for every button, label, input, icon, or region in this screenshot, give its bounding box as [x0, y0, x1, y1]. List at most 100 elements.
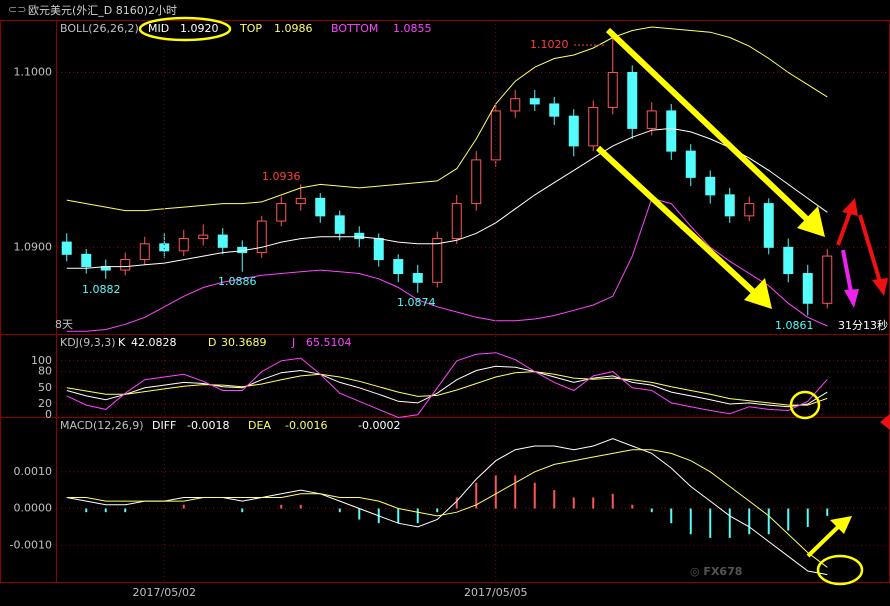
arrow-head	[880, 414, 890, 430]
y-tick-label: 50	[38, 381, 52, 394]
candle-body	[763, 203, 774, 248]
arrow-shaft	[595, 145, 760, 298]
annotation: 31分13秒	[838, 318, 888, 332]
y-tick-label: 0.0000	[14, 502, 53, 515]
candle-body	[139, 243, 150, 261]
highlight-ellipse	[138, 16, 232, 42]
candle-body	[451, 203, 462, 240]
legend-value: 1.0920	[180, 22, 219, 35]
candle-body	[295, 197, 306, 205]
annotation: 1.0882	[82, 283, 121, 296]
arrow-head	[872, 278, 888, 296]
x-tick-label: 2017/05/02	[133, 586, 196, 599]
y-tick-label: 0	[45, 408, 52, 421]
plot: 1.0900 1.1000 2017/05/02 2017/05/05 1.1020 1.…	[10, 20, 890, 599]
boll-header: BOLL(26,26,2) MID 1.0920 TOP 1.0986 BOTT…	[60, 22, 432, 35]
legend-value: -0.0002	[358, 419, 400, 432]
y-tick-label: 0.0010	[14, 465, 53, 478]
legend-value: 42.0828	[131, 336, 177, 349]
legend-value: 65.5104	[306, 336, 352, 349]
y-tick-label: -0.0010	[10, 538, 52, 551]
legend-name: J	[291, 336, 295, 349]
arrow-head	[844, 289, 859, 308]
candle-body	[217, 234, 228, 248]
candle-body	[159, 243, 170, 252]
candle-body	[549, 103, 560, 117]
candle-body	[198, 234, 209, 240]
candle-body	[802, 273, 813, 304]
markup-overlay	[138, 16, 890, 586]
candle-body	[471, 159, 482, 205]
series-line	[66, 127, 828, 269]
candle-body	[607, 71, 618, 108]
candle-body	[373, 238, 384, 261]
series-line	[66, 371, 828, 406]
arrow-shaft	[806, 525, 840, 558]
watermark: ◎ FX678	[690, 565, 742, 578]
arrow-shaft	[841, 249, 853, 293]
series-line	[66, 449, 828, 568]
arrow-head	[842, 198, 858, 216]
y-tick-label: 20	[38, 397, 52, 410]
arrow-head	[797, 206, 825, 237]
candle-body	[627, 71, 638, 129]
y-tick-label: 80	[38, 365, 52, 378]
arrow-shaft	[836, 211, 852, 246]
candle-body	[354, 232, 365, 240]
indicator-label: BOLL(26,26,2)	[60, 22, 139, 35]
candle-body	[529, 98, 540, 105]
legend-name: DEA	[248, 419, 271, 432]
series-line	[66, 365, 828, 408]
highlight-ellipse	[789, 390, 821, 420]
series-line	[66, 197, 828, 332]
title-icon: ⊂⊃	[8, 3, 26, 16]
arrow-shaft	[605, 27, 813, 225]
candle-body	[588, 106, 599, 147]
annotation: 1.1020	[530, 38, 569, 51]
macd-header: MACD(12,26,9) DIFF -0.0018 DEA -0.0016 -…	[60, 419, 400, 432]
candle-body	[705, 176, 716, 196]
annotation: 8天	[55, 318, 73, 331]
legend-name: BOTTOM	[331, 22, 378, 35]
annotation: 1.0936	[262, 170, 301, 183]
arrow-shaft	[858, 214, 882, 283]
candle-body	[724, 194, 735, 217]
candle-body	[783, 246, 794, 275]
legend-name: TOP	[239, 22, 262, 35]
candle-body	[393, 259, 404, 275]
indicator-label: KDJ(9,3,3)	[60, 336, 116, 349]
legend-value: 1.0986	[274, 22, 313, 35]
legend-name: D	[208, 336, 216, 349]
candle-body	[178, 238, 189, 252]
candle-body	[120, 259, 131, 271]
legend-value: 1.0855	[393, 22, 432, 35]
highlight-ellipse	[816, 554, 864, 586]
candle-body	[432, 238, 443, 283]
series-line	[66, 352, 828, 419]
arrow-head	[830, 516, 852, 534]
y-tick-label: 1.1000	[14, 65, 53, 78]
legend-name: DIFF	[152, 419, 176, 432]
candle-body	[646, 110, 657, 129]
candle-body	[744, 203, 755, 217]
y-tick-label: 100	[31, 354, 52, 367]
kdj-header: KDJ(9,3,3) K 42.0828 D 30.3689 J 65.5104	[60, 336, 352, 349]
annotation: 1.0861	[775, 319, 814, 332]
legend-value: -0.0018	[187, 419, 229, 432]
candle-body	[685, 150, 696, 178]
candle-body	[412, 273, 423, 283]
x-tick-label: 2017/05/05	[464, 586, 527, 599]
candle-body	[315, 197, 326, 217]
indicator-label: MACD(12,26,9)	[60, 419, 144, 432]
legend-value: 30.3689	[221, 336, 267, 349]
candle-body	[256, 220, 267, 254]
candle-body	[510, 98, 521, 112]
chart-title: 欧元美元(外汇_D 8160)2小时	[28, 4, 177, 17]
candle-body	[490, 110, 501, 161]
annotation: 1.0886	[218, 275, 257, 288]
candle-body	[822, 255, 833, 304]
arrow-head	[744, 278, 772, 309]
series-line	[66, 26, 828, 212]
